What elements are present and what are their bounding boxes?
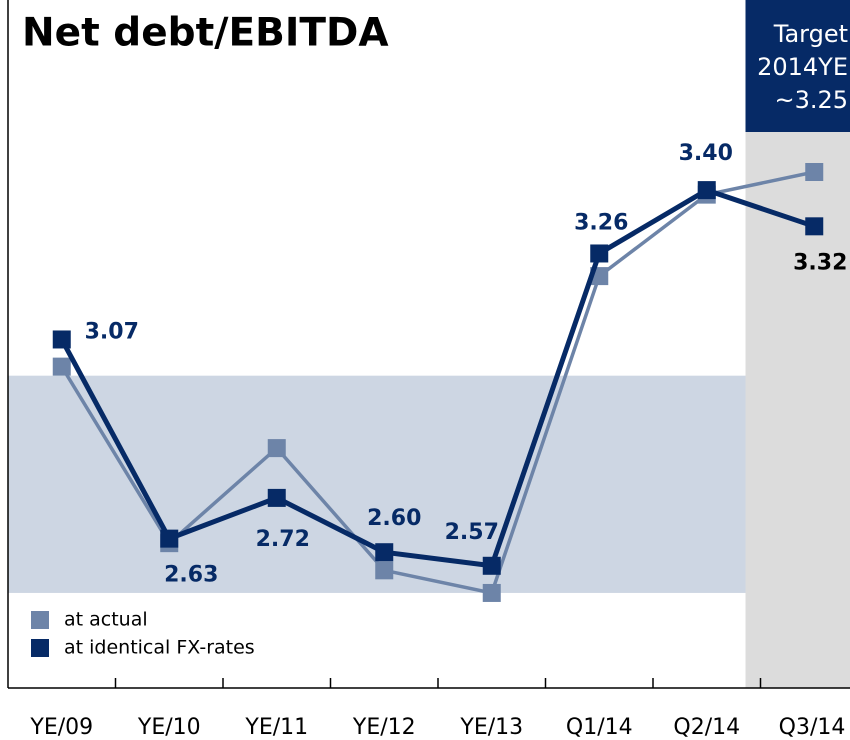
marker — [52, 330, 71, 349]
data-label: 2.63 — [164, 563, 218, 588]
data-label: 3.07 — [85, 319, 139, 344]
x-tick-label: YE/09 — [29, 715, 93, 740]
data-label: 3.40 — [679, 141, 733, 166]
marker — [590, 244, 609, 263]
marker — [160, 529, 179, 548]
marker — [805, 163, 824, 181]
marker — [482, 556, 501, 575]
x-tick-label: Q1/14 — [566, 715, 633, 740]
data-label: 2.60 — [367, 506, 421, 531]
series-line — [60, 170, 815, 595]
x-tick-label: YE/12 — [352, 715, 416, 740]
x-tick-label: Q3/14 — [779, 715, 846, 740]
data-label: 2.57 — [445, 520, 499, 545]
marker — [697, 181, 716, 200]
target-text: 2014YE — [757, 53, 848, 81]
marker — [52, 357, 71, 376]
legend-swatch — [31, 639, 49, 657]
marker — [375, 543, 394, 562]
series-line — [59, 187, 816, 569]
target-box — [745, 0, 850, 132]
data-label: 2.72 — [256, 527, 310, 552]
x-tick-label: Q2/14 — [673, 715, 740, 740]
x-tick-label: YE/11 — [244, 715, 308, 740]
marker — [805, 217, 824, 236]
x-tick-label: YE/10 — [137, 715, 201, 740]
data-label: 3.26 — [574, 210, 628, 235]
legend-label: at identical FX-rates — [64, 637, 255, 659]
marker — [482, 583, 501, 602]
marker — [267, 439, 286, 458]
x-tick-label: YE/13 — [459, 715, 523, 740]
target-text: Target — [773, 20, 848, 48]
marker — [267, 488, 286, 507]
marker — [375, 561, 394, 580]
target-text: ~3.25 — [774, 86, 848, 114]
data-label: 3.32 — [793, 250, 847, 275]
legend-swatch — [31, 611, 49, 629]
legend-label: at actual — [64, 609, 148, 631]
chart-title: Net debt/EBITDA — [22, 11, 389, 56]
